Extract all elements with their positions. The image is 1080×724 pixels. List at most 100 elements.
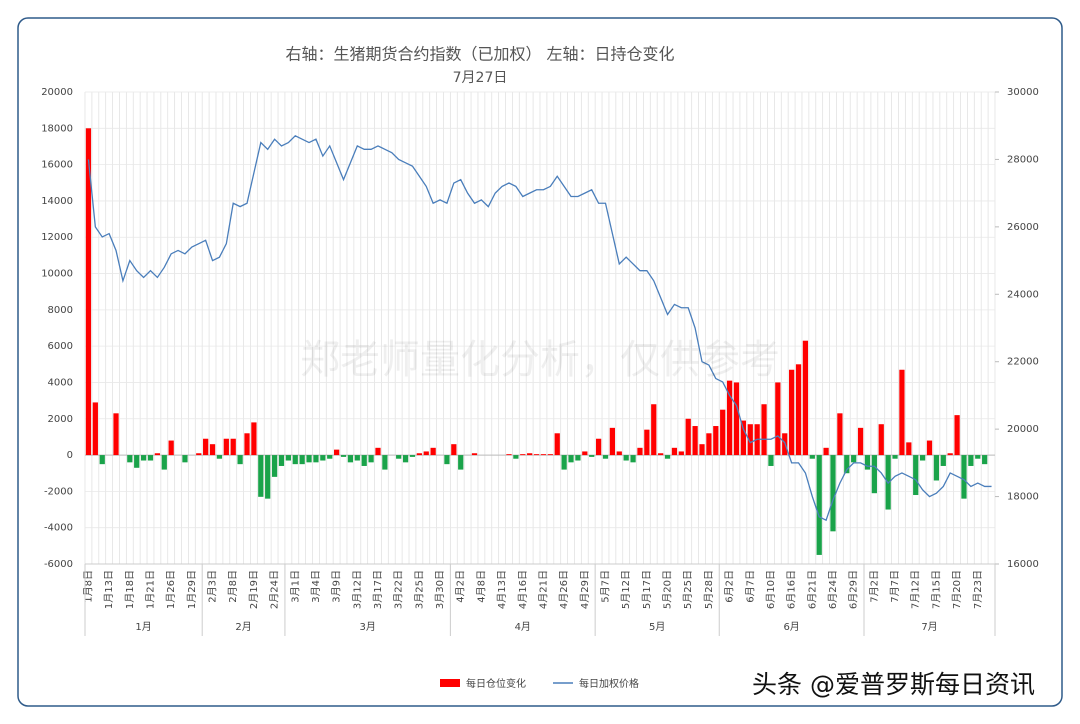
x-tick-label: 7月2日 <box>868 570 880 603</box>
bar <box>223 438 229 456</box>
bar <box>402 455 409 463</box>
x-tick-label: 2月3日 <box>207 570 219 603</box>
chart-title: 右轴：生猪期货合约指数（已加权） 左轴：日持仓变化 <box>285 45 674 64</box>
bar <box>203 438 209 456</box>
bar <box>878 424 884 456</box>
x-tick-label: 3月25日 <box>413 570 425 609</box>
bar <box>85 128 92 456</box>
bar <box>513 455 519 459</box>
bar <box>789 369 795 456</box>
bar <box>285 455 291 461</box>
bar <box>706 433 712 456</box>
bar <box>334 449 340 456</box>
bar <box>533 454 540 456</box>
bar <box>554 433 560 456</box>
bar <box>906 442 912 456</box>
bar <box>913 455 919 496</box>
bar <box>844 455 850 474</box>
bar <box>271 455 278 477</box>
bar <box>795 364 802 456</box>
bar <box>444 455 450 465</box>
bar <box>154 453 161 456</box>
bar <box>664 455 671 459</box>
bar <box>775 382 781 456</box>
bar <box>313 455 319 463</box>
x-tick-label: 2月19日 <box>248 570 260 609</box>
bar <box>244 433 250 456</box>
y-tick-label: 20000 <box>41 87 73 98</box>
bar <box>209 444 216 456</box>
x-tick-label: 4月21日 <box>537 570 549 609</box>
bar <box>940 455 946 466</box>
x-group-label: 4月 <box>515 621 531 633</box>
x-tick-label: 7月12日 <box>910 570 922 609</box>
y-tick-label: 6000 <box>48 341 73 352</box>
x-group-label: 6月 <box>783 621 799 633</box>
bar <box>409 455 416 457</box>
bar <box>651 404 657 456</box>
bar <box>237 455 243 465</box>
bar <box>837 413 843 456</box>
overlay-annotation: 头条 @爱普罗斯每日资讯 <box>752 670 1035 699</box>
y-tick-label: 4000 <box>48 377 73 388</box>
bar <box>471 453 478 456</box>
y-tick-label: -2000 <box>44 486 73 497</box>
legend-swatch <box>440 679 460 687</box>
x-tick-label: 1月26日 <box>165 570 177 609</box>
bar <box>616 451 622 456</box>
bar <box>747 424 753 456</box>
bar <box>396 455 402 459</box>
bar <box>609 427 616 456</box>
x-tick-label: 5月20日 <box>662 570 674 609</box>
bar <box>382 455 388 470</box>
bar <box>368 455 374 463</box>
bar <box>947 453 953 456</box>
bar <box>720 409 726 456</box>
bar <box>182 455 188 463</box>
bar <box>830 455 836 532</box>
x-tick-label: 1月29日 <box>186 570 198 609</box>
bar <box>816 455 822 555</box>
bar <box>547 454 553 456</box>
bar <box>892 455 898 459</box>
bar <box>161 455 167 470</box>
x-group-label: 3月 <box>359 621 375 633</box>
bar <box>347 455 354 463</box>
bar <box>644 429 650 456</box>
bar <box>299 455 305 465</box>
bar <box>589 455 595 457</box>
bar <box>733 382 740 456</box>
bar <box>864 455 871 470</box>
bar <box>713 426 719 456</box>
y-tick-label: -4000 <box>44 523 73 534</box>
bar <box>726 380 733 456</box>
bar <box>265 455 271 499</box>
bar <box>982 455 988 465</box>
x-tick-label: 6月16日 <box>786 570 798 609</box>
y2-tick-label: 22000 <box>1007 357 1039 368</box>
x-tick-label: 6月10日 <box>765 570 777 609</box>
bar <box>216 455 223 459</box>
x-tick-label: 7月15日 <box>930 570 942 609</box>
bar <box>871 455 877 494</box>
x-tick-label: 4月8日 <box>475 570 487 603</box>
y-tick-label: 14000 <box>41 196 73 207</box>
y-tick-label: 10000 <box>41 269 73 280</box>
y2-tick-label: 28000 <box>1007 154 1039 165</box>
x-tick-label: 6月21日 <box>806 570 818 609</box>
x-tick-label: 2月8日 <box>227 570 239 603</box>
y-tick-label: 18000 <box>41 123 73 134</box>
bar <box>740 420 746 456</box>
bar <box>630 455 636 463</box>
x-tick-label: 7月20日 <box>951 570 963 609</box>
x-tick-label: 5月28日 <box>703 570 715 609</box>
bar <box>823 447 829 456</box>
x-tick-label: 5月25日 <box>682 570 694 609</box>
line <box>87 135 992 522</box>
x-group-label: 1月 <box>135 621 151 633</box>
x-tick-label: 4月13日 <box>496 570 508 609</box>
x-tick-label: 6月7日 <box>744 570 756 603</box>
bar <box>575 455 581 461</box>
bar <box>954 415 960 456</box>
